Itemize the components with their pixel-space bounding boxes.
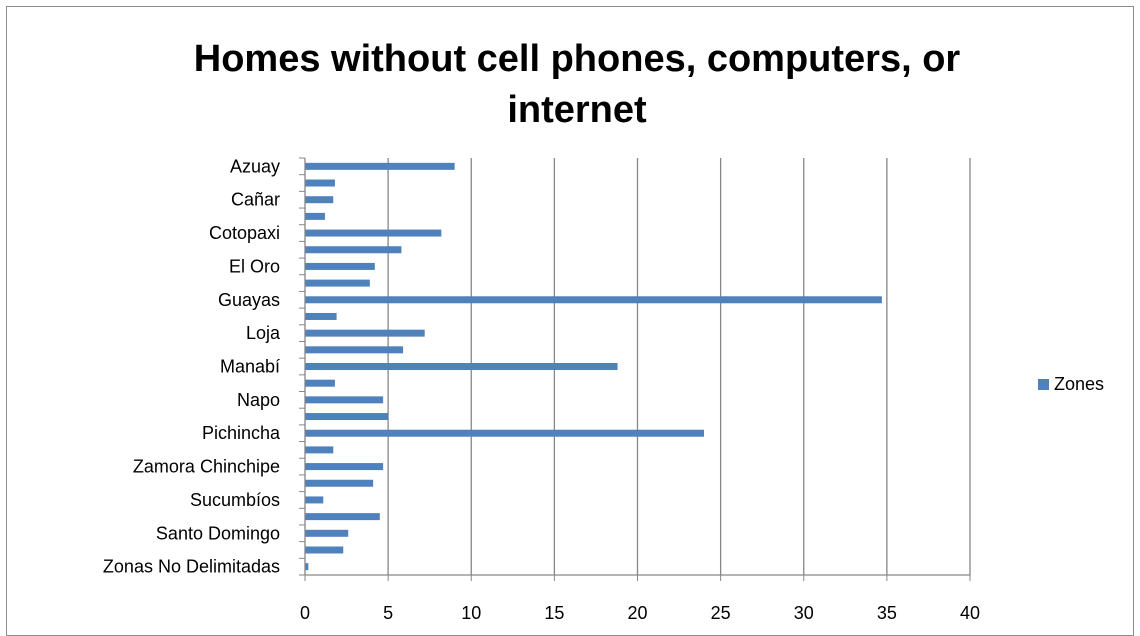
bar [305,563,309,571]
bar [305,413,389,421]
bar [305,463,384,471]
bar [305,346,404,354]
bar [305,379,335,387]
bar [305,479,374,487]
bar [305,196,334,204]
y-tick-label: Cañar [231,190,280,210]
legend-label: Zones [1054,374,1105,394]
bar [305,262,375,270]
y-tick-label: Zonas No Delimitadas [103,557,280,577]
x-tick-label: 10 [461,603,481,622]
bar [305,513,380,521]
y-tick-label: Sucumbíos [190,490,280,510]
bar [305,312,337,320]
x-tick-label: 15 [544,603,564,622]
bar [305,363,618,370]
bar [305,429,704,437]
bar [305,179,335,187]
chart-frame [6,6,1134,636]
chart-plot: 0 5 10 15 20 25 30 35 40 Azuay Cañar Cotopaxi El Oro… [103,156,980,622]
bar [305,162,455,170]
y-tick-label: Loja [246,323,281,343]
bar [305,246,402,254]
chart-title: Homes without cell phones, computers, or… [193,38,961,131]
x-tick-label: 35 [877,603,897,622]
x-tick-label: 5 [383,603,393,622]
y-tick-label: Zamora Chinchipe [133,457,280,477]
x-tick-label: 40 [960,603,980,622]
x-tick-label: 25 [711,603,731,622]
bar [305,496,324,504]
y-tick-label: Guayas [218,290,280,310]
x-tick-label: 20 [627,603,647,622]
legend-swatch [1038,379,1049,390]
legend: Zones [1038,374,1104,395]
bar [305,329,425,337]
bar [305,279,370,287]
bar [305,296,882,304]
y-tick-label: Pichincha [202,423,281,443]
y-tick-label: Azuay [230,156,280,176]
y-tick-label: El Oro [229,256,280,276]
y-tick-label: Napo [237,390,280,410]
x-tick-label: 0 [300,603,310,622]
bar [305,229,442,237]
bar [305,529,349,537]
y-tick-label: Manabí [220,357,280,377]
bar [305,546,344,554]
y-tick-label: Cotopaxi [209,223,280,243]
y-tick-label: Santo Domingo [156,523,280,543]
x-tick-label: 30 [794,603,814,622]
bar [305,212,325,220]
bar [305,396,384,404]
bar [305,446,334,454]
